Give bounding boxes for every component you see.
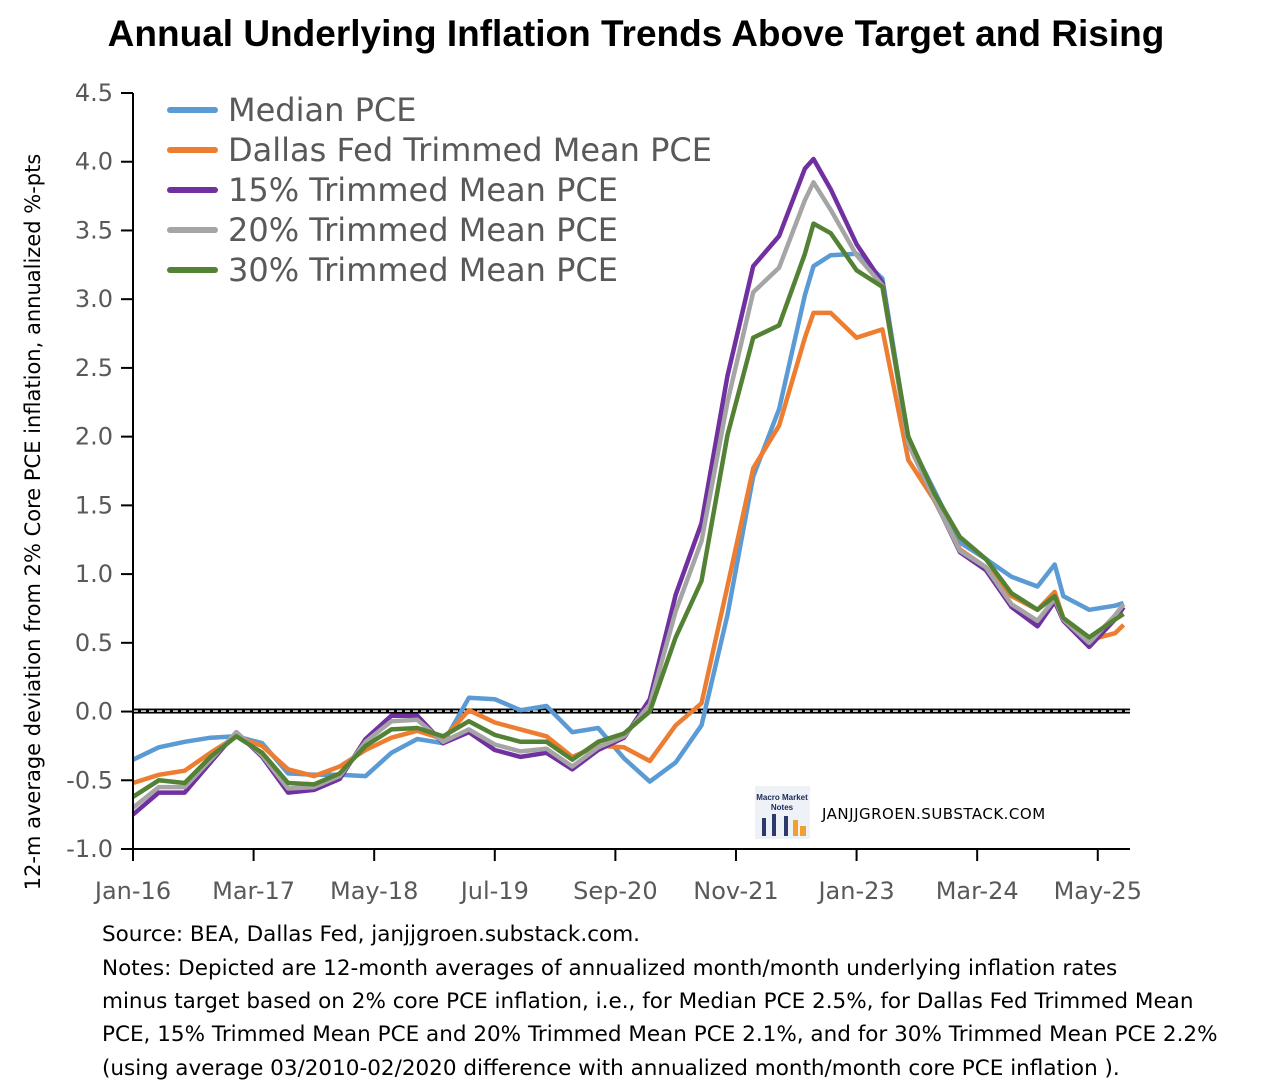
x-tick-label: May-18: [330, 877, 418, 905]
chart-title: Annual Underlying Inflation Trends Above…: [108, 13, 1165, 54]
legend-label-0: Median PCE: [228, 91, 416, 129]
legend-label-3: 20% Trimmed Mean PCE: [228, 211, 618, 249]
x-tick-label: Sep-20: [573, 877, 657, 905]
y-tick-label: 2.0: [75, 423, 113, 451]
legend-label-2: 15% Trimmed Mean PCE: [228, 171, 618, 209]
x-tick-label: Jan-23: [816, 877, 894, 905]
x-tick-label: Mar-24: [936, 877, 1019, 905]
series-line-4: [131, 221, 1125, 799]
note-line: minus target based on 2% core PCE inflat…: [102, 989, 1193, 1014]
y-tick-label: 3.0: [75, 285, 113, 313]
y-axis-label: 12-m average deviation from 2% Core PCE …: [21, 154, 45, 891]
y-tick-label: 1.0: [75, 560, 113, 588]
svg-text:Macro Market: Macro Market: [756, 793, 808, 802]
legend-label-4: 30% Trimmed Mean PCE: [228, 251, 618, 289]
macro-market-notes-logo: Macro Market Notes: [755, 786, 810, 839]
source-note: Source: BEA, Dallas Fed, janjjgroen.subs…: [102, 922, 640, 947]
note-line: PCE, 15% Trimmed Mean PCE and 20% Trimme…: [102, 1022, 1218, 1047]
svg-text:Notes: Notes: [771, 803, 794, 812]
legend-label-1: Dallas Fed Trimmed Mean PCE: [228, 131, 712, 169]
x-tick-label: Mar-17: [212, 877, 295, 905]
watermark-site: JANJJGROEN.SUBSTACK.COM: [821, 805, 1046, 823]
notes: Source: BEA, Dallas Fed, janjjgroen.subs…: [102, 922, 1218, 1080]
y-tick-label: 0.5: [75, 629, 113, 657]
y-tick-label: 1.5: [75, 491, 113, 519]
watermark: Macro Market Notes JANJJGROEN.SUBSTACK.C…: [755, 786, 1046, 839]
y-tick-label: 3.5: [75, 216, 113, 244]
x-tick-label: Jan-16: [93, 877, 171, 905]
y-tick-label: -1.0: [66, 835, 113, 863]
y-tick-label: 2.5: [75, 354, 113, 382]
series-line-3: [131, 180, 1126, 810]
x-tick-label: May-25: [1054, 877, 1142, 905]
note-line: Notes: Depicted are 12-month averages of…: [102, 956, 1117, 981]
note-line: (using average 03/2010-02/2020 differenc…: [102, 1056, 1120, 1080]
y-tick-label: 0.0: [75, 698, 113, 726]
x-tick-label: Jul-19: [459, 877, 529, 905]
y-tick-label: 4.0: [75, 148, 113, 176]
x-tick-label: Nov-21: [693, 877, 778, 905]
y-tick-label: -0.5: [66, 766, 113, 794]
y-tick-label: 4.5: [75, 79, 113, 107]
series-line-0: [132, 251, 1125, 784]
